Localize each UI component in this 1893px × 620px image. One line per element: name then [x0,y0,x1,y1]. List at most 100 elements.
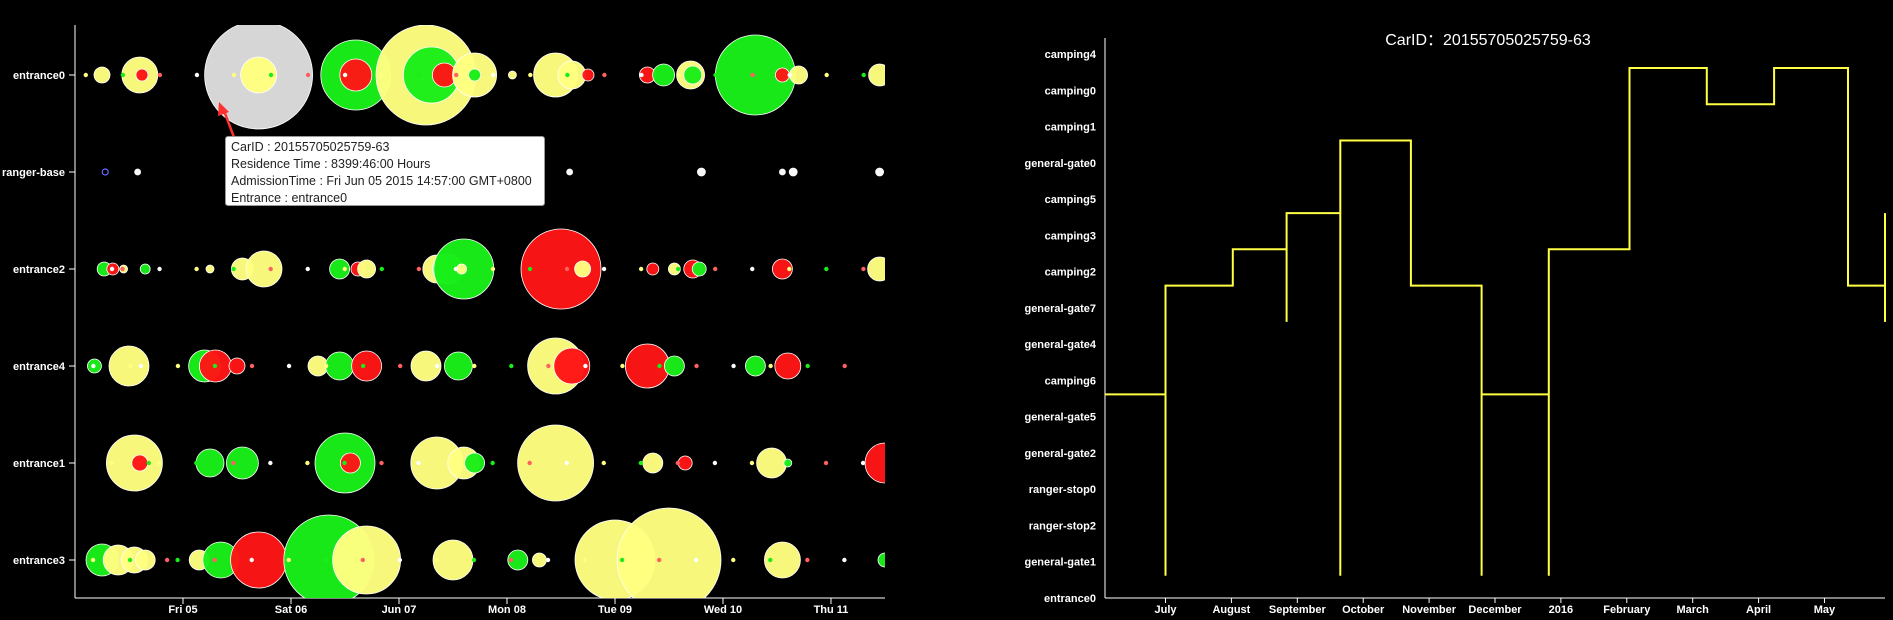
bubble-dot [712,460,718,466]
bubble [195,448,225,478]
bubble-dot [564,460,569,466]
bubble [410,350,442,382]
bubble-dot [194,266,199,272]
bubble-dot [194,460,199,466]
bubble [616,507,722,598]
y-tick-label: entrance4 [13,361,66,373]
y-tick-label: camping4 [1045,49,1097,61]
bubble-dot [750,266,755,272]
bubble-dot [231,72,237,78]
bubble [775,67,790,83]
bubble [574,260,591,278]
bubble [135,68,149,82]
bubble-dot [157,460,162,466]
bubble-dot [128,363,133,369]
bubble-dot [231,460,236,466]
bubble-dot [342,266,347,272]
bubble-dot [286,363,292,369]
bubble-dot [157,266,162,272]
bubble-dot [212,363,218,369]
bubble [339,452,361,474]
bubble [788,167,798,177]
bubble [205,264,215,274]
bubble [93,66,111,84]
bubble [756,447,787,479]
bubble-dot [453,460,458,466]
bubble [553,347,591,385]
x-tick-label: Sat 06 [275,604,307,616]
bubble [581,68,595,82]
bubble-dot [750,72,755,78]
bubble [779,168,786,176]
x-tick-label: Thu 11 [814,604,849,616]
bubble-dot [164,557,170,563]
bubble-dot [305,72,311,78]
bubble-dot [619,557,625,563]
bubble-dot [490,266,496,272]
bubble [867,256,885,282]
bubble [864,442,885,484]
y-tick-label: general-gate7 [1024,303,1096,315]
bubble [101,168,109,176]
bubble [683,65,703,85]
bubble [507,549,529,571]
bubble-dot [109,460,114,466]
bubble-dot [731,557,736,563]
bubble-dot [528,72,533,78]
bubble-dot [694,557,699,563]
bubble-dot [91,363,96,369]
x-tick-label: April [1746,604,1771,616]
bubble-dot [639,72,644,78]
bubble-dot [120,72,126,78]
bubble-dot [657,363,662,369]
bubble [697,167,706,177]
tooltip-residence-time: Residence Time : 8399:46:00 Hours [231,157,431,171]
x-tick-label: Fri 05 [168,604,197,616]
y-tick-label: entrance3 [13,555,65,567]
bubble-dot [146,460,151,466]
bubble [677,455,693,471]
bubble-dot [157,72,163,78]
bubble-dot [194,72,200,78]
x-tick-label: March [1676,604,1709,616]
bubble-dot [268,460,273,466]
bubble-dot [360,557,366,563]
bubble-dot [824,266,829,272]
bubble-dot [527,266,533,272]
y-tick-label: entrance0 [13,70,65,82]
bubble-dot [805,557,810,563]
x-tick-label: September [1269,604,1327,616]
bubble [566,168,574,176]
bubble-dot [434,557,440,563]
y-tick-label: entrance1 [13,458,65,470]
bubble-dot [545,557,551,563]
bubble-dot [127,557,133,563]
trajectory-line [1105,67,1886,576]
bubble [468,68,482,82]
bubble [646,262,660,276]
bubble-dot [109,266,115,272]
bubble-dot [286,557,291,563]
bubble-dot [694,363,699,369]
bubble [557,60,587,90]
bubble-dot [638,460,644,466]
x-tick-label: December [1468,604,1522,616]
bubble-dot [546,363,551,369]
tooltip-carid: CarID : 20155705025759-63 [231,140,390,154]
bubble-dot [638,266,644,272]
bubble [131,454,149,472]
x-tick-label: Mon 08 [488,604,526,616]
x-tick-label: Jun 07 [382,604,417,616]
y-tick-label: camping2 [1045,267,1096,279]
y-tick-label: general-gate1 [1024,557,1096,569]
bubble-dot [416,266,422,272]
bubbles [83,25,885,598]
bubble [443,351,473,381]
bubble [245,250,283,288]
y-tick-label: general-gate0 [1024,158,1096,170]
bubble [228,357,246,375]
bubble [508,70,517,80]
bubble-dot [435,363,440,369]
bubble-dot [305,266,310,272]
bubble [668,262,681,276]
